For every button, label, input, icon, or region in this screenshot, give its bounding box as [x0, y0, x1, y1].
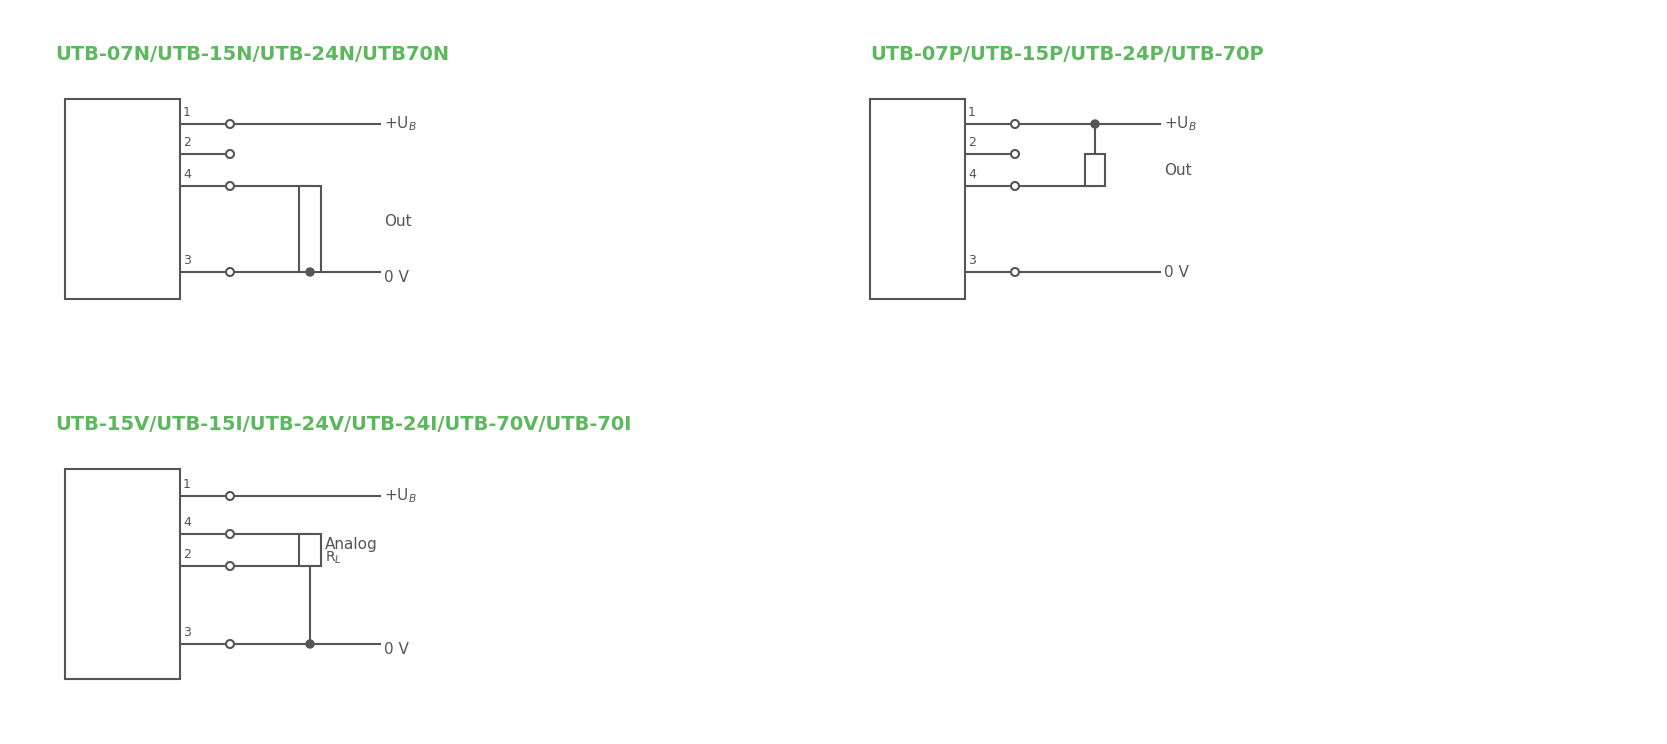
Circle shape — [227, 640, 233, 648]
Circle shape — [227, 182, 233, 190]
Circle shape — [1010, 268, 1019, 276]
Text: 4: 4 — [969, 168, 975, 181]
Circle shape — [227, 530, 233, 538]
Text: +U$_B$: +U$_B$ — [383, 487, 417, 505]
Circle shape — [227, 268, 233, 276]
Text: Out: Out — [1164, 162, 1192, 178]
Text: 1: 1 — [969, 106, 975, 119]
Text: R$_L$: R$_L$ — [325, 550, 342, 566]
Circle shape — [227, 562, 233, 570]
Text: 3: 3 — [183, 254, 192, 267]
Text: 2: 2 — [183, 136, 192, 149]
Text: UTB-07N/UTB-15N/UTB-24N/UTB70N: UTB-07N/UTB-15N/UTB-24N/UTB70N — [55, 45, 448, 64]
Text: 1: 1 — [183, 478, 192, 491]
Text: 0 V: 0 V — [383, 641, 408, 656]
Circle shape — [1010, 150, 1019, 158]
Bar — [870, 99, 965, 299]
Text: Analog: Analog — [325, 536, 378, 551]
Bar — [65, 469, 180, 679]
Circle shape — [1090, 120, 1099, 128]
Bar — [298, 186, 322, 272]
Circle shape — [307, 268, 313, 276]
Text: 3: 3 — [969, 254, 975, 267]
Bar — [298, 534, 322, 566]
Text: 4: 4 — [183, 168, 192, 181]
Text: 2: 2 — [969, 136, 975, 149]
Text: +U$_B$: +U$_B$ — [1164, 115, 1197, 133]
Text: Out: Out — [383, 214, 412, 228]
Circle shape — [1010, 120, 1019, 128]
Text: 0 V: 0 V — [383, 269, 408, 284]
Bar — [65, 99, 180, 299]
Bar — [1085, 154, 1105, 186]
Text: +U$_B$: +U$_B$ — [383, 115, 417, 133]
Text: UTB-15V/UTB-15I/UTB-24V/UTB-24I/UTB-70V/UTB-70I: UTB-15V/UTB-15I/UTB-24V/UTB-24I/UTB-70V/… — [55, 415, 632, 434]
Text: 4: 4 — [183, 516, 192, 529]
Text: 1: 1 — [183, 106, 192, 119]
Text: 2: 2 — [183, 548, 192, 561]
Circle shape — [307, 640, 313, 648]
Circle shape — [1010, 182, 1019, 190]
Circle shape — [227, 492, 233, 500]
Circle shape — [227, 150, 233, 158]
Text: UTB-07P/UTB-15P/UTB-24P/UTB-70P: UTB-07P/UTB-15P/UTB-24P/UTB-70P — [870, 45, 1264, 64]
Text: 0 V: 0 V — [1164, 265, 1189, 280]
Text: 3: 3 — [183, 626, 192, 639]
Circle shape — [227, 120, 233, 128]
